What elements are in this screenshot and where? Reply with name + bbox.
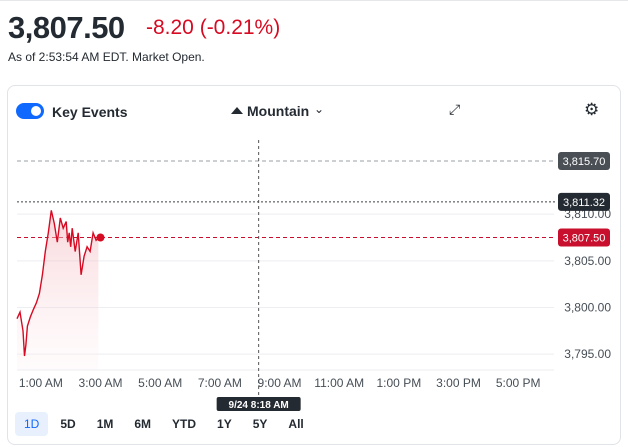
range-selector: 1D 5D 1M 6M YTD 1Y 5Y All xyxy=(15,412,316,436)
range-5d[interactable]: 5D xyxy=(60,417,76,431)
reference-badge xyxy=(558,192,610,211)
reference-badge-label: 3,811.32 xyxy=(563,197,605,209)
x-tick-label: 7:00 AM xyxy=(198,376,242,390)
price-change: -8.20 (-0.21%) xyxy=(146,16,281,39)
key-events-label: Key Events xyxy=(52,104,128,120)
crosshair-badge xyxy=(216,397,301,411)
last-price: 3,807.50 xyxy=(8,10,125,45)
range-1d[interactable]: 1D xyxy=(15,412,49,436)
price-area xyxy=(17,210,99,370)
chevron-down-icon[interactable]: ⌄ xyxy=(314,102,325,116)
toggle-knob xyxy=(31,106,41,116)
range-1y[interactable]: 1Y xyxy=(217,417,232,431)
mountain-icon[interactable] xyxy=(231,107,243,114)
reference-badge xyxy=(558,228,610,247)
range-1m[interactable]: 1M xyxy=(96,417,114,431)
price-line xyxy=(16,210,99,357)
range-6m[interactable]: 6M xyxy=(134,417,152,431)
x-tick-label: 9:00 AM xyxy=(258,376,302,390)
y-tick-label: 3,800.00 xyxy=(564,300,611,314)
range-all[interactable]: All xyxy=(288,417,304,431)
x-tick-label: 1:00 AM xyxy=(19,376,63,390)
range-ytd[interactable]: YTD xyxy=(172,417,197,431)
chart-card xyxy=(7,85,621,445)
x-tick-label: 11:00 AM xyxy=(314,376,364,390)
as-of-timestamp: As of 2:53:54 AM EDT. Market Open. xyxy=(8,50,205,64)
x-tick-label: 5:00 PM xyxy=(496,376,541,390)
last-price-dot xyxy=(96,233,105,242)
expand-icon[interactable]: ⤢ xyxy=(449,101,461,117)
chart-style-dropdown[interactable]: Mountain xyxy=(247,103,310,119)
top-divider xyxy=(0,0,628,1)
range-5y[interactable]: 5Y xyxy=(252,417,268,431)
crosshair-time-label: 9/24 8:18 AM xyxy=(229,400,289,411)
y-tick-label: 3,805.00 xyxy=(564,254,611,268)
x-tick-label: 1:00 PM xyxy=(377,376,422,390)
gear-icon[interactable]: ⚙ xyxy=(584,100,600,119)
reference-badge xyxy=(558,151,610,170)
reference-badge-label: 3,815.70 xyxy=(563,156,606,168)
reference-badge-label: 3,807.50 xyxy=(563,233,606,245)
x-tick-label: 3:00 PM xyxy=(436,376,481,390)
x-tick-label: 3:00 AM xyxy=(79,376,123,390)
y-tick-label: 3,795.00 xyxy=(564,347,611,361)
x-tick-label: 5:00 AM xyxy=(138,376,182,390)
